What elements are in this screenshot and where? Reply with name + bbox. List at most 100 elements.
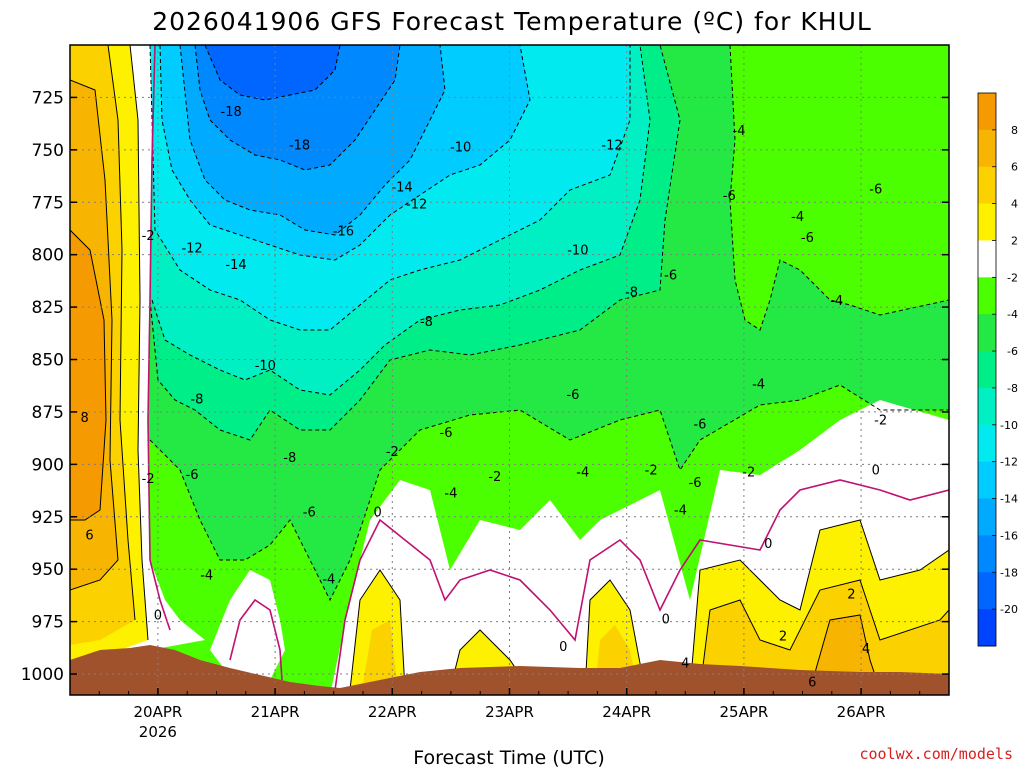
contour-minus14 [159,45,531,261]
contour-label: -8 [625,285,638,300]
contour-plus2-mid3 [584,579,646,691]
contour-label: 0 [764,537,772,552]
contour-label: -14 [225,258,246,273]
colorbar-label: -4 [1007,308,1018,321]
colorbar-swatch [978,93,996,131]
contour-plus2-mid1 [349,569,406,691]
y-tick-label: 950 [32,560,64,580]
colorbar-label: -8 [1007,382,1018,395]
credit-text: coolwx.com/models [859,745,1013,763]
contour-minus6 [149,384,949,602]
x-tick-label: 22APR [368,703,417,721]
y-tick-label: 975 [32,613,64,633]
contour-plus4-left [107,45,136,621]
contour-label: -6 [303,506,316,521]
colorbar-label: -20 [1000,603,1018,616]
colorbar-label: -14 [1000,493,1018,506]
contour-minus18 [194,45,401,171]
contour-label: -4 [322,573,335,588]
colorbar-swatch [978,424,996,463]
colorbar-border [977,92,997,647]
colorbar-label: -16 [1000,529,1018,542]
x-axis: 20APR 2026 21APR 22APR 23APR 24APR 25APR 26APR [98,688,921,741]
zero-line-left [147,45,171,631]
contour-minus16 [179,45,446,236]
contour-label: -10 [567,243,588,258]
x-tick-label: 20APR [133,703,182,721]
contour-label: -2 [645,464,658,479]
negative-contour-lines [149,45,949,602]
x-tick-label: 25APR [719,703,768,721]
x-tick-label: 26APR [837,703,886,721]
contour-labels: -18-18-16-14-12-14-12-10 -12-10-10-8-8-8-… [81,105,888,690]
y-tick-label: 925 [32,508,64,528]
colorbar-swatch [978,314,996,352]
positive-contour-lines [70,45,949,691]
colorbar-swatch [978,461,996,500]
colorbar-label: -10 [1000,419,1018,432]
colorbar-label: -6 [1007,345,1018,358]
x-tick-label: 21APR [251,703,300,721]
contour-label: -6 [664,269,677,284]
contour-label: -12 [406,197,427,212]
contour-label: -6 [801,231,814,246]
y-tick-label: 900 [32,455,64,475]
colorbar-label: 6 [1011,161,1018,174]
colorbar-label: 8 [1011,124,1018,137]
contour-label: 6 [808,675,816,690]
contour-label: -6 [693,418,706,433]
contour-label: -2 [488,470,501,485]
colorbar-swatch [978,572,996,610]
contour-label: -6 [186,468,199,483]
colorbar-swatch [978,535,996,573]
colorbar-label: 2 [1011,234,1018,247]
contour-minus12 [149,45,631,331]
contour-plus4-right [699,579,949,691]
contour-label: -2 [742,466,755,481]
colorbar-swatch [978,387,996,426]
contour-label: -18 [221,105,242,120]
contour-label: -4 [674,503,687,518]
contour-minus20 [204,45,341,101]
contour-plus6-left [70,79,119,591]
contour-label: -10 [255,359,276,374]
contour-minus4 [729,45,949,331]
contour-label: -2 [874,413,887,428]
y-tick-label: 875 [32,403,64,423]
contour-label: -4 [444,487,457,502]
contour-label: -12 [181,241,202,256]
contour-label: -6 [869,183,882,198]
y-tick-label: 850 [32,351,64,371]
contour-label: -8 [190,392,203,407]
x-tick-label: 23APR [485,703,534,721]
band-near-zero-small [210,570,285,690]
band-plus8-left [70,230,106,520]
contour-minus8 [149,45,681,441]
contour-label: -4 [791,210,804,225]
colorbar: 8 6 4 2 -2 -4 -6 -8 -10 -12 -14 -16 -18 -20 [977,92,1018,647]
y-tick-label: 775 [32,193,64,213]
plot-area [70,45,949,695]
contour-label: -4 [733,124,746,139]
colorbar-swatch [978,351,996,389]
x-axis-label: Forecast Time (UTC) [413,747,604,768]
contour-plus2-right [689,519,949,691]
x-tick-label: 24APR [602,703,651,721]
colorbar-swatch [978,203,996,241]
contour-label: -8 [283,451,296,466]
contour-label: 0 [374,506,382,521]
zero-line-small [229,598,283,681]
contour-plus6-right [809,614,881,691]
colorbar-label: -18 [1000,566,1018,579]
contour-plus2-left [129,45,149,641]
y-tick-label: 1000 [21,665,64,685]
colorbar-label: -12 [1000,456,1018,469]
colorbar-swatch [978,498,996,536]
band-minus4 [730,45,949,330]
band-minus20 [205,45,340,100]
contour-label: -14 [391,181,412,196]
contour-label: -4 [576,466,589,481]
contour-label: -6 [689,476,702,491]
